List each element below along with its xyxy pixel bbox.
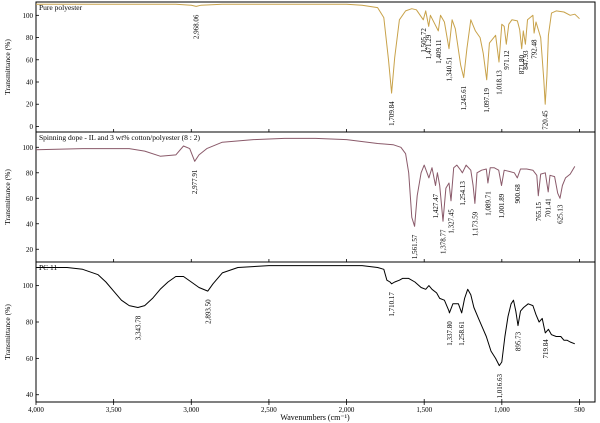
y-tick-label: 0 <box>30 123 34 131</box>
peak-label: 625.13 <box>556 204 564 224</box>
peak-label: 1,337.80 <box>446 321 454 346</box>
y-tick-label: 80 <box>26 34 34 42</box>
y-tick-label: 40 <box>26 220 34 228</box>
y-tick-label: 100 <box>23 282 34 290</box>
y-axis-title: Transmittance (%) <box>3 169 12 225</box>
x-axis: 4,000 3,500 3,000 2,500 2,000 1,500 1,000 500 <box>28 402 585 414</box>
y-tick-label: 60 <box>26 355 34 363</box>
y-tick-label: 20 <box>26 246 34 254</box>
peak-label: 1,710.17 <box>388 292 396 317</box>
x-tick-label: 4,000 <box>28 406 44 414</box>
peak-label: 2,977.91 <box>191 169 199 194</box>
x-tick-label: 3,000 <box>183 406 199 414</box>
spectrum-line <box>36 3 580 105</box>
peak-label: 1,016.63 <box>496 373 504 398</box>
y-tick-label: 60 <box>26 56 34 64</box>
peak-label: 1,505.72 <box>420 28 428 53</box>
peak-label: 1,427.47 <box>432 193 440 218</box>
x-tick-label: 3,500 <box>106 406 122 414</box>
panel-title: Pure polyester <box>39 3 83 12</box>
peak-label: 1,258.61 <box>458 321 466 346</box>
peak-label: 1,089.71 <box>484 191 492 216</box>
peak-label: 1,327.45 <box>448 209 456 234</box>
x-tick-label: 1,000 <box>494 406 510 414</box>
peak-label: 895.73 <box>515 331 523 351</box>
y-tick-label: 80 <box>26 169 34 177</box>
peak-label: 1,001.89 <box>498 193 506 218</box>
peak-label: 3,343.78 <box>134 315 142 340</box>
peak-label: 1,561.57 <box>411 234 419 259</box>
y-tick-label: 60 <box>26 195 34 203</box>
peak-label: 765.15 <box>535 202 543 222</box>
peak-label: 2,893.50 <box>204 299 212 324</box>
peak-label: 701.41 <box>545 198 553 218</box>
peak-label: 971.12 <box>503 50 511 70</box>
y-tick-label: 100 <box>23 144 34 152</box>
peak-label: 719.84 <box>542 339 550 359</box>
panel-2: Spinning dope - IL and 3 wt% cotton/poly… <box>3 131 596 263</box>
y-tick-label: 80 <box>26 319 34 327</box>
peak-label: 1,245.61 <box>460 85 468 110</box>
panel-frame <box>35 261 596 403</box>
peak-label: 871.80 <box>518 55 526 75</box>
peak-label: 1,378.77 <box>440 229 448 254</box>
peak-label: 1,409.11 <box>435 39 443 64</box>
y-axis-title: Transmittance (%) <box>3 39 12 95</box>
x-tick-label: 2,500 <box>261 406 277 414</box>
panel-1: Pure polyester Transmittance (%) 0 20 40 60 80… <box>3 1 596 133</box>
peak-label: 720.45 <box>542 110 550 130</box>
y-axis-title: Transmittance (%) <box>3 304 12 360</box>
y-tick-label: 40 <box>26 391 34 399</box>
peak-label: 2,968.06 <box>193 14 201 39</box>
y-tick-label: 20 <box>26 101 34 109</box>
y-tick-label: 40 <box>26 79 34 87</box>
x-axis-title: Wavenumbers (cm⁻¹) <box>280 413 350 422</box>
peak-label: 792.48 <box>531 39 539 59</box>
chart-panels: Pure polyester Transmittance (%) 0 20 40 60 80… <box>3 1 596 403</box>
peak-label: 1,254.13 <box>459 181 467 206</box>
y-tick-label: 100 <box>23 12 34 20</box>
peak-label: 1,471.29 <box>425 34 433 59</box>
peak-label: 847.93 <box>522 50 530 70</box>
peak-label: 900.68 <box>514 184 522 204</box>
peak-label: 1,097.19 <box>483 88 491 113</box>
peak-label: 1,018.13 <box>496 70 504 95</box>
peak-label: 1,173.59 <box>471 211 479 236</box>
x-tick-label: 2,000 <box>339 406 355 414</box>
panel-title: Spinning dope - IL and 3 wt% cotton/poly… <box>39 133 200 142</box>
x-tick-label: 1,500 <box>416 406 432 414</box>
spectrum-line <box>35 137 576 227</box>
x-tick-label: 500 <box>574 406 585 414</box>
panel-frame <box>35 131 596 263</box>
spectrum-line <box>36 265 575 367</box>
peak-label: 1,709.84 <box>388 101 396 126</box>
peak-label: 1,340.51 <box>445 57 453 82</box>
